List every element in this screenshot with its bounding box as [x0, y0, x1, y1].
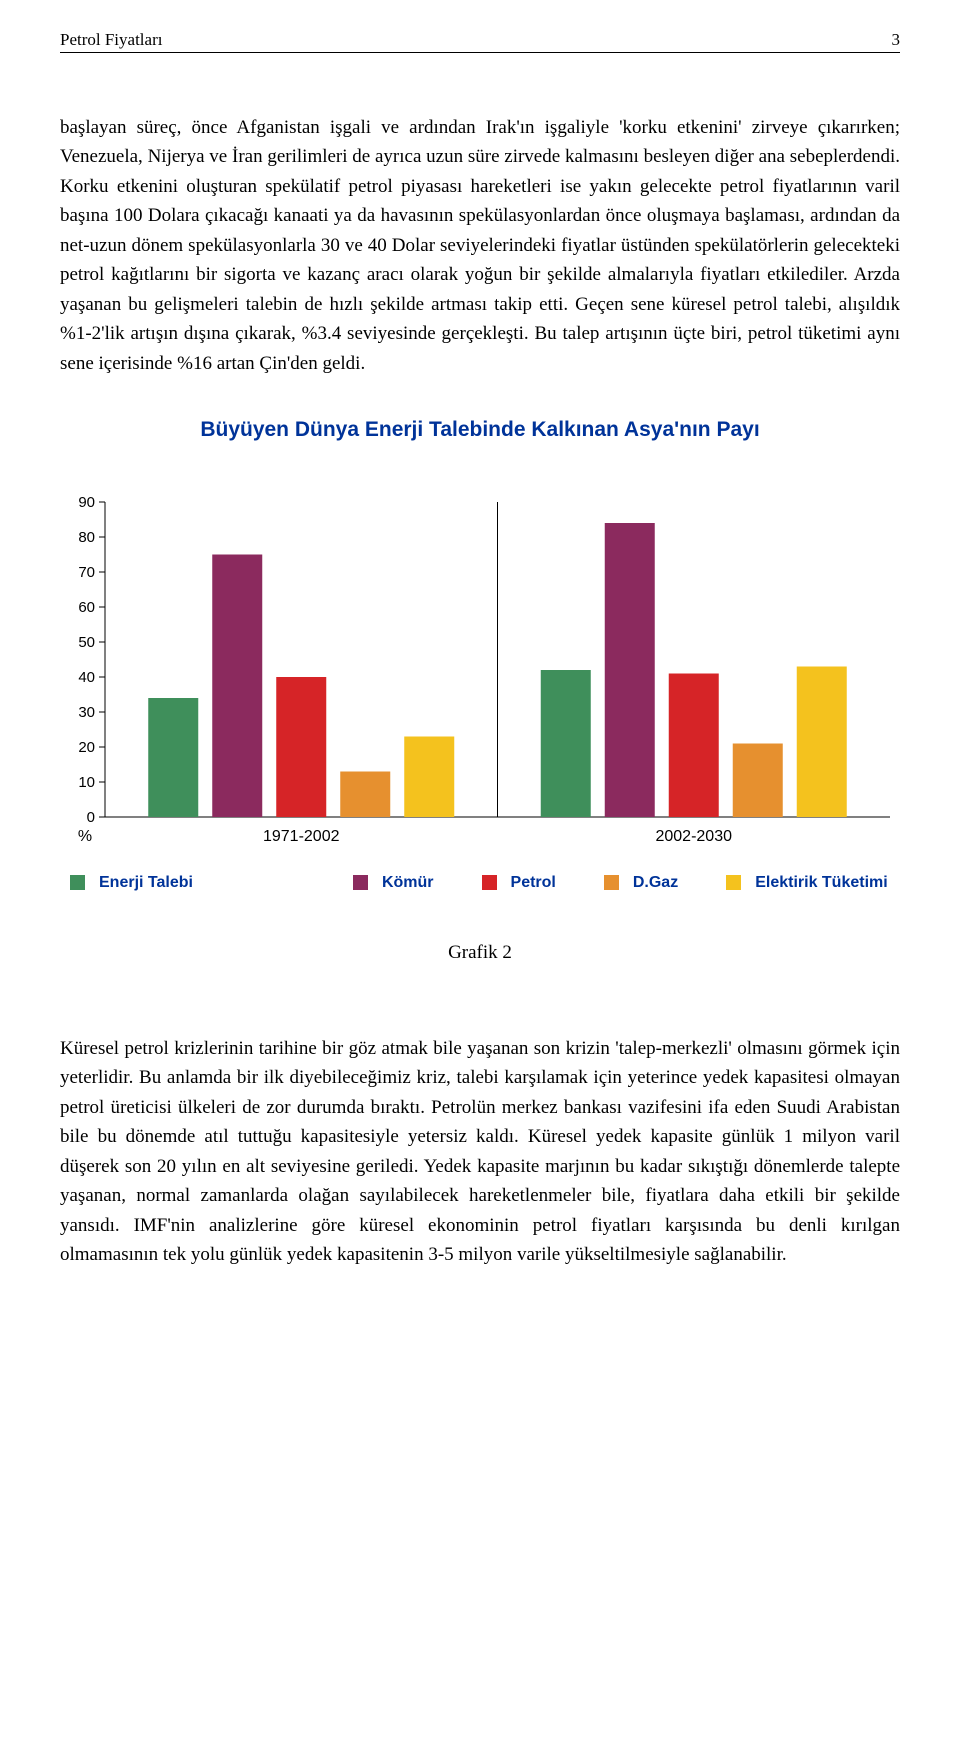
legend-label: Elektirik Tüketimi: [755, 874, 888, 892]
legend-label: Petrol: [511, 874, 556, 892]
legend-label: Enerji Talebi: [99, 874, 193, 892]
legend-swatch: [70, 875, 85, 890]
legend-swatch: [604, 875, 619, 890]
svg-text:30: 30: [78, 704, 95, 721]
svg-text:1971-2002: 1971-2002: [263, 828, 340, 845]
page: Petrol Fiyatları 3 başlayan süreç, önce …: [0, 0, 960, 1309]
bar-chart: 0 10 20 30 40 50 60 70 80 90 1971-2002 2002-2030%: [60, 492, 900, 852]
svg-text:2002-2030: 2002-2030: [655, 828, 732, 845]
chart-caption: Grafik 2: [60, 942, 900, 964]
paragraph-2: Küresel petrol krizlerinin tarihine bir …: [60, 1034, 900, 1270]
svg-text:60: 60: [78, 599, 95, 616]
svg-text:0: 0: [87, 809, 95, 826]
svg-text:90: 90: [78, 494, 95, 511]
chart-title: Büyüyen Dünya Enerji Talebinde Kalkınan …: [60, 418, 900, 442]
legend-label: D.Gaz: [633, 874, 678, 892]
legend-label: Kömür: [382, 874, 434, 892]
svg-text:70: 70: [78, 564, 95, 581]
svg-text:80: 80: [78, 529, 95, 546]
page-header: Petrol Fiyatları 3: [60, 30, 900, 53]
svg-text:%: %: [78, 828, 92, 845]
legend-swatch: [726, 875, 741, 890]
paragraph-1: başlayan süreç, önce Afganistan işgali v…: [60, 113, 900, 378]
chart-container: 0 10 20 30 40 50 60 70 80 90 1971-2002 2002-2030% E…: [60, 492, 900, 892]
svg-text:10: 10: [78, 774, 95, 791]
svg-text:20: 20: [78, 739, 95, 756]
header-title: Petrol Fiyatları: [60, 30, 162, 50]
header-page-number: 3: [892, 30, 901, 50]
svg-text:40: 40: [78, 669, 95, 686]
legend-swatch: [353, 875, 368, 890]
svg-text:50: 50: [78, 634, 95, 651]
chart-legend: Enerji Talebi Kömür Petrol D.Gaz Elektirik T…: [70, 874, 900, 892]
legend-swatch: [482, 875, 497, 890]
